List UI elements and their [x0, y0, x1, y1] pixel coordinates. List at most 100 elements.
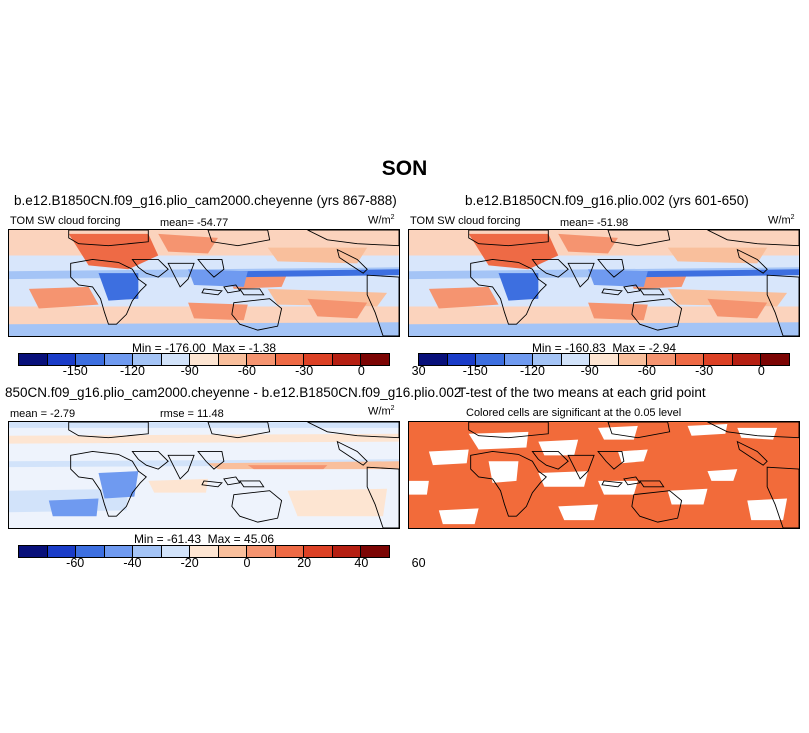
coastline	[766, 274, 799, 336]
colorbar-cell	[104, 354, 134, 365]
coastline	[607, 230, 671, 247]
map-top-left	[8, 229, 400, 337]
colorbar-cell	[218, 546, 248, 557]
colorbar-tick-label: -150	[62, 364, 88, 378]
field-patch	[667, 247, 768, 264]
nonsignificant-region	[687, 423, 728, 436]
variable-label-top-left: TOM SW cloud forcing	[10, 215, 121, 227]
coastline	[207, 422, 271, 439]
field-patch	[188, 269, 248, 287]
colorbar-tick-label: -30	[695, 364, 714, 378]
colorbar-cell	[561, 354, 591, 365]
colorbar-cell	[476, 354, 505, 365]
colorbar-cell	[675, 354, 705, 365]
colorbar-tick-label: 20	[297, 556, 312, 570]
nonsignificant-region	[558, 504, 599, 521]
coastline	[131, 259, 169, 278]
nonsignificant-region	[428, 449, 469, 466]
field-patch	[98, 273, 139, 301]
colorbar-cell	[590, 354, 619, 365]
map-svg	[409, 230, 799, 336]
nonsignificant-region	[538, 471, 589, 487]
nonsignificant-region	[667, 488, 708, 505]
coastline	[68, 422, 149, 439]
coastline	[207, 230, 271, 247]
colorbar-cell	[161, 354, 191, 365]
field-patch	[9, 322, 399, 336]
colorbar-cell	[247, 354, 276, 365]
field-patch	[637, 269, 799, 278]
colorbar-tick-label: 0	[357, 364, 365, 378]
coastline	[638, 288, 665, 296]
colorbar-cell	[47, 546, 77, 557]
rmse-label-bottom-left: rmse = 11.48	[160, 408, 224, 420]
coastline	[70, 258, 147, 325]
field-patch	[307, 298, 368, 319]
colorbar-tick-label: -90	[180, 364, 199, 378]
colorbar-cell	[218, 354, 248, 365]
coastline	[201, 288, 223, 296]
units-label-bottom-left: W/m2	[368, 405, 395, 418]
coastline	[597, 259, 625, 278]
colorbar-tick-label: -60	[637, 364, 656, 378]
colorbar-tick-label: -120	[119, 364, 145, 378]
colorbar-cell	[133, 546, 162, 557]
variable-label-top-right: TOM SW cloud forcing	[410, 215, 521, 227]
nonsignificant-region	[538, 439, 579, 456]
colorbar-cell	[332, 354, 362, 365]
coastline	[201, 480, 223, 488]
colorbar-tick-label: -20	[180, 556, 199, 570]
coastline	[623, 284, 641, 294]
map-svg	[9, 422, 399, 528]
map-bottom-left	[8, 421, 400, 529]
nonsignificant-region	[617, 449, 648, 464]
colorbar-tick-label: 40	[354, 556, 369, 570]
coastline	[238, 288, 265, 296]
colorbar-cell	[704, 354, 733, 365]
coastline	[307, 230, 399, 247]
panel-title-top-left: b.e12.B1850CN.f09_g16.plio_cam2000.cheye…	[14, 193, 397, 208]
colorbar-cell	[304, 546, 333, 557]
coastline	[567, 454, 595, 480]
coastline	[531, 451, 569, 470]
field-patch	[188, 302, 248, 321]
coastline	[70, 450, 147, 517]
colorbar-cell	[19, 354, 48, 365]
coastline	[223, 284, 241, 294]
coastline	[223, 476, 241, 486]
minmax-top-right: Min = -160.83 Max = -2.94	[531, 341, 677, 355]
colorbar-tick-label: -60	[237, 364, 256, 378]
field-patch	[158, 233, 218, 254]
season-title: SON	[381, 157, 428, 180]
field-patch	[558, 233, 618, 254]
colorbar-cell	[732, 354, 762, 365]
nonsignificant-region	[468, 431, 529, 450]
colorbar-cell	[761, 354, 789, 365]
coastline	[336, 440, 368, 466]
coastline	[468, 230, 549, 247]
colorbar-tick-label: -40	[123, 556, 142, 570]
coastline	[601, 288, 623, 296]
colorbar-cell	[447, 354, 477, 365]
colorbar-cell	[618, 354, 648, 365]
coastline	[366, 466, 399, 528]
coastline	[638, 480, 665, 488]
colorbar-cell	[361, 546, 389, 557]
map-svg	[409, 422, 799, 528]
minmax-top-left: Min = -176.00 Max = -1.38	[131, 341, 277, 355]
colorbar-cell	[419, 354, 448, 365]
colorbar-cell	[19, 546, 48, 557]
colorbar-cell	[190, 354, 219, 365]
field-patch	[588, 302, 648, 321]
colorbar-cell	[161, 546, 191, 557]
minmax-bottom-left: Min = -61.43 Max = 45.06	[133, 532, 275, 546]
field-patch	[409, 322, 799, 336]
panel-title-bottom-left: 850CN.f09_g16.plio_cam2000.cheyenne - b.…	[5, 385, 462, 400]
coastline	[68, 230, 149, 247]
field-patch	[48, 498, 99, 517]
coastline	[631, 490, 683, 523]
colorbar-tick-label: 0	[757, 364, 765, 378]
nonsignificant-region	[488, 461, 519, 483]
coastline	[336, 248, 368, 274]
